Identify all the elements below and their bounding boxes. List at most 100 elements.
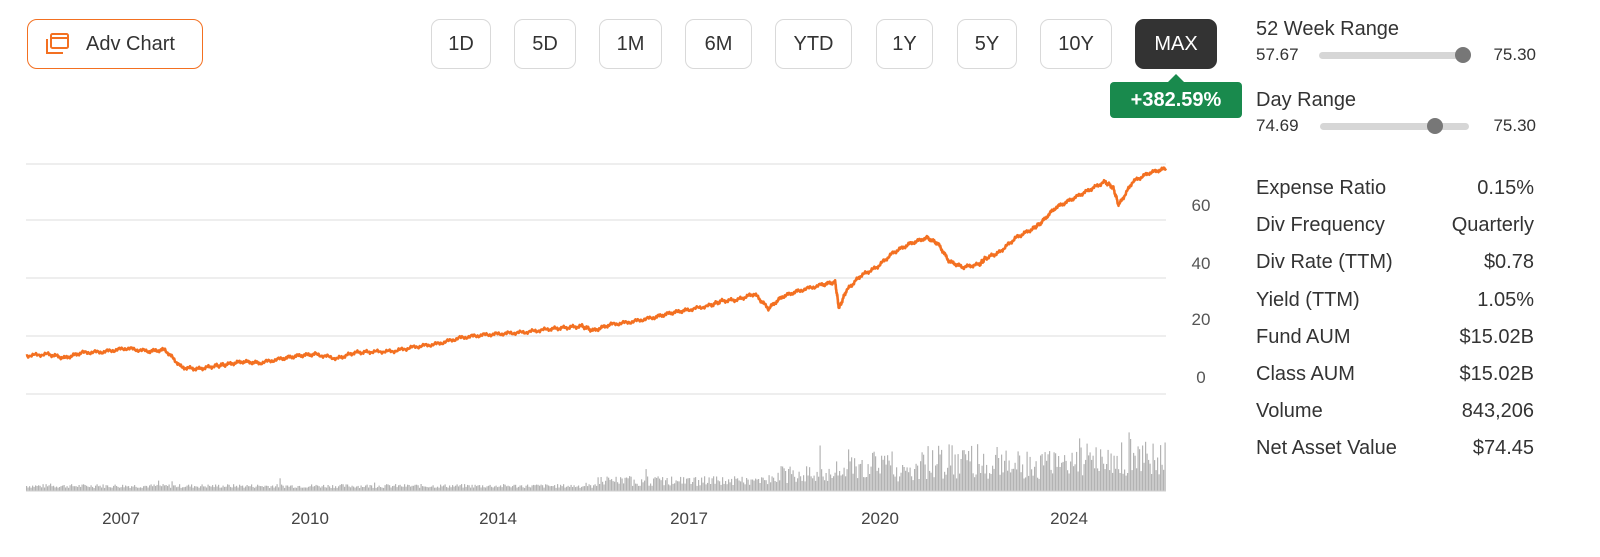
volume-bar <box>324 487 326 491</box>
range-button-6m[interactable]: 6M <box>685 19 752 69</box>
volume-bar <box>818 476 820 491</box>
windows-stack-icon <box>44 32 70 56</box>
volume-bar <box>521 485 523 491</box>
volume-bar <box>885 464 887 491</box>
stat-label: Div Rate (TTM) <box>1256 251 1393 274</box>
range-button-1m[interactable]: 1M <box>599 19 662 69</box>
volume-bar <box>80 486 82 491</box>
volume-bar <box>1115 468 1117 491</box>
volume-bar <box>753 480 755 491</box>
volume-bar <box>450 487 452 491</box>
volume-bar <box>1158 474 1160 491</box>
volume-bar <box>353 486 355 491</box>
x-tick-label: 2007 <box>102 509 140 528</box>
price-chart[interactable]: 0 20 40 60 2007 2010 2014 2017 2020 2024 <box>0 150 1240 540</box>
volume-bar <box>186 485 188 491</box>
volume-bar <box>479 485 481 491</box>
volume-bar <box>863 477 865 491</box>
volume-bar <box>512 486 514 491</box>
volume-bar <box>468 485 470 491</box>
volume-bar <box>354 487 356 491</box>
volume-bar <box>738 480 740 491</box>
volume-bar <box>621 478 623 491</box>
volume-bar <box>1061 462 1063 491</box>
volume-bar <box>894 476 896 491</box>
day-range-title: Day Range <box>1256 89 1357 111</box>
volume-bar <box>905 470 907 491</box>
volume-bar <box>986 464 988 491</box>
volume-bar <box>488 485 490 491</box>
volume-bar <box>1074 464 1076 491</box>
range-button-max[interactable]: MAX <box>1135 19 1217 69</box>
volume-bar <box>425 486 427 491</box>
volume-bar <box>419 487 421 491</box>
volume-bar <box>446 487 448 491</box>
stat-row-expense-ratio: Expense Ratio 0.15% <box>1256 170 1534 207</box>
volume-bar <box>839 471 841 491</box>
volume-bar <box>476 486 478 491</box>
volume-bar <box>680 476 682 491</box>
volume-bar <box>746 478 748 491</box>
volume-bar <box>411 485 413 491</box>
volume-bar <box>803 475 805 491</box>
volume-bar <box>413 485 415 491</box>
volume-bar <box>390 487 392 491</box>
volume-bar <box>944 471 946 491</box>
volume-bar <box>252 487 254 491</box>
volume-bar <box>836 461 838 491</box>
volume-bar <box>380 487 382 491</box>
range-button-5y[interactable]: 5Y <box>957 19 1017 69</box>
volume-bar <box>51 486 53 491</box>
volume-bar <box>876 470 878 491</box>
volume-bar <box>516 487 518 491</box>
volume-bar <box>729 482 731 491</box>
volume-bar <box>878 467 880 491</box>
volume-bar <box>101 487 103 491</box>
volume-bar <box>1125 475 1127 491</box>
volume-bar <box>260 486 262 491</box>
volume-bar <box>608 477 610 491</box>
volume-bar <box>287 485 289 491</box>
volume-bar <box>71 484 73 491</box>
volume-bar <box>555 487 557 491</box>
volume-bar <box>294 487 296 491</box>
volume-bar <box>569 486 571 491</box>
volume-bar <box>861 460 863 491</box>
volume-bar <box>221 487 223 491</box>
volume-bar <box>339 484 341 491</box>
volume-bar <box>26 486 28 491</box>
volume-bar <box>194 486 196 491</box>
volume-bar <box>698 480 700 491</box>
volume-bar <box>866 477 868 491</box>
volume-bar <box>78 485 80 491</box>
range-button-5d[interactable]: 5D <box>514 19 576 69</box>
volume-bar <box>1136 468 1138 491</box>
volume-bar <box>963 450 965 491</box>
volume-bar <box>1007 470 1009 491</box>
range-button-1d[interactable]: 1D <box>431 19 491 69</box>
volume-bar <box>1076 451 1078 491</box>
volume-bar <box>1160 445 1162 491</box>
volume-bar <box>603 484 605 491</box>
range-button-10y[interactable]: 10Y <box>1040 19 1112 69</box>
volume-bar <box>579 487 581 491</box>
volume-bar <box>204 486 206 491</box>
volume-bar <box>615 476 617 491</box>
volume-bar <box>975 474 977 491</box>
volume-bar <box>1130 439 1132 491</box>
volume-bar <box>530 487 532 491</box>
range-button-1y[interactable]: 1Y <box>876 19 933 69</box>
y-tick-label: 0 <box>1196 368 1205 387</box>
performance-badge: +382.59% <box>1110 74 1242 118</box>
adv-chart-button[interactable]: Adv Chart <box>27 19 203 69</box>
volume-bar <box>756 479 758 491</box>
volume-bar <box>801 480 803 491</box>
range-button-ytd[interactable]: YTD <box>775 19 852 69</box>
stat-row-nav: Net Asset Value $74.45 <box>1256 430 1534 467</box>
volume-bar <box>105 485 107 491</box>
volume-bar <box>744 484 746 491</box>
volume-bar <box>212 485 214 491</box>
x-tick-label: 2017 <box>670 509 708 528</box>
volume-bar <box>401 486 403 491</box>
volume-bar <box>728 479 730 491</box>
